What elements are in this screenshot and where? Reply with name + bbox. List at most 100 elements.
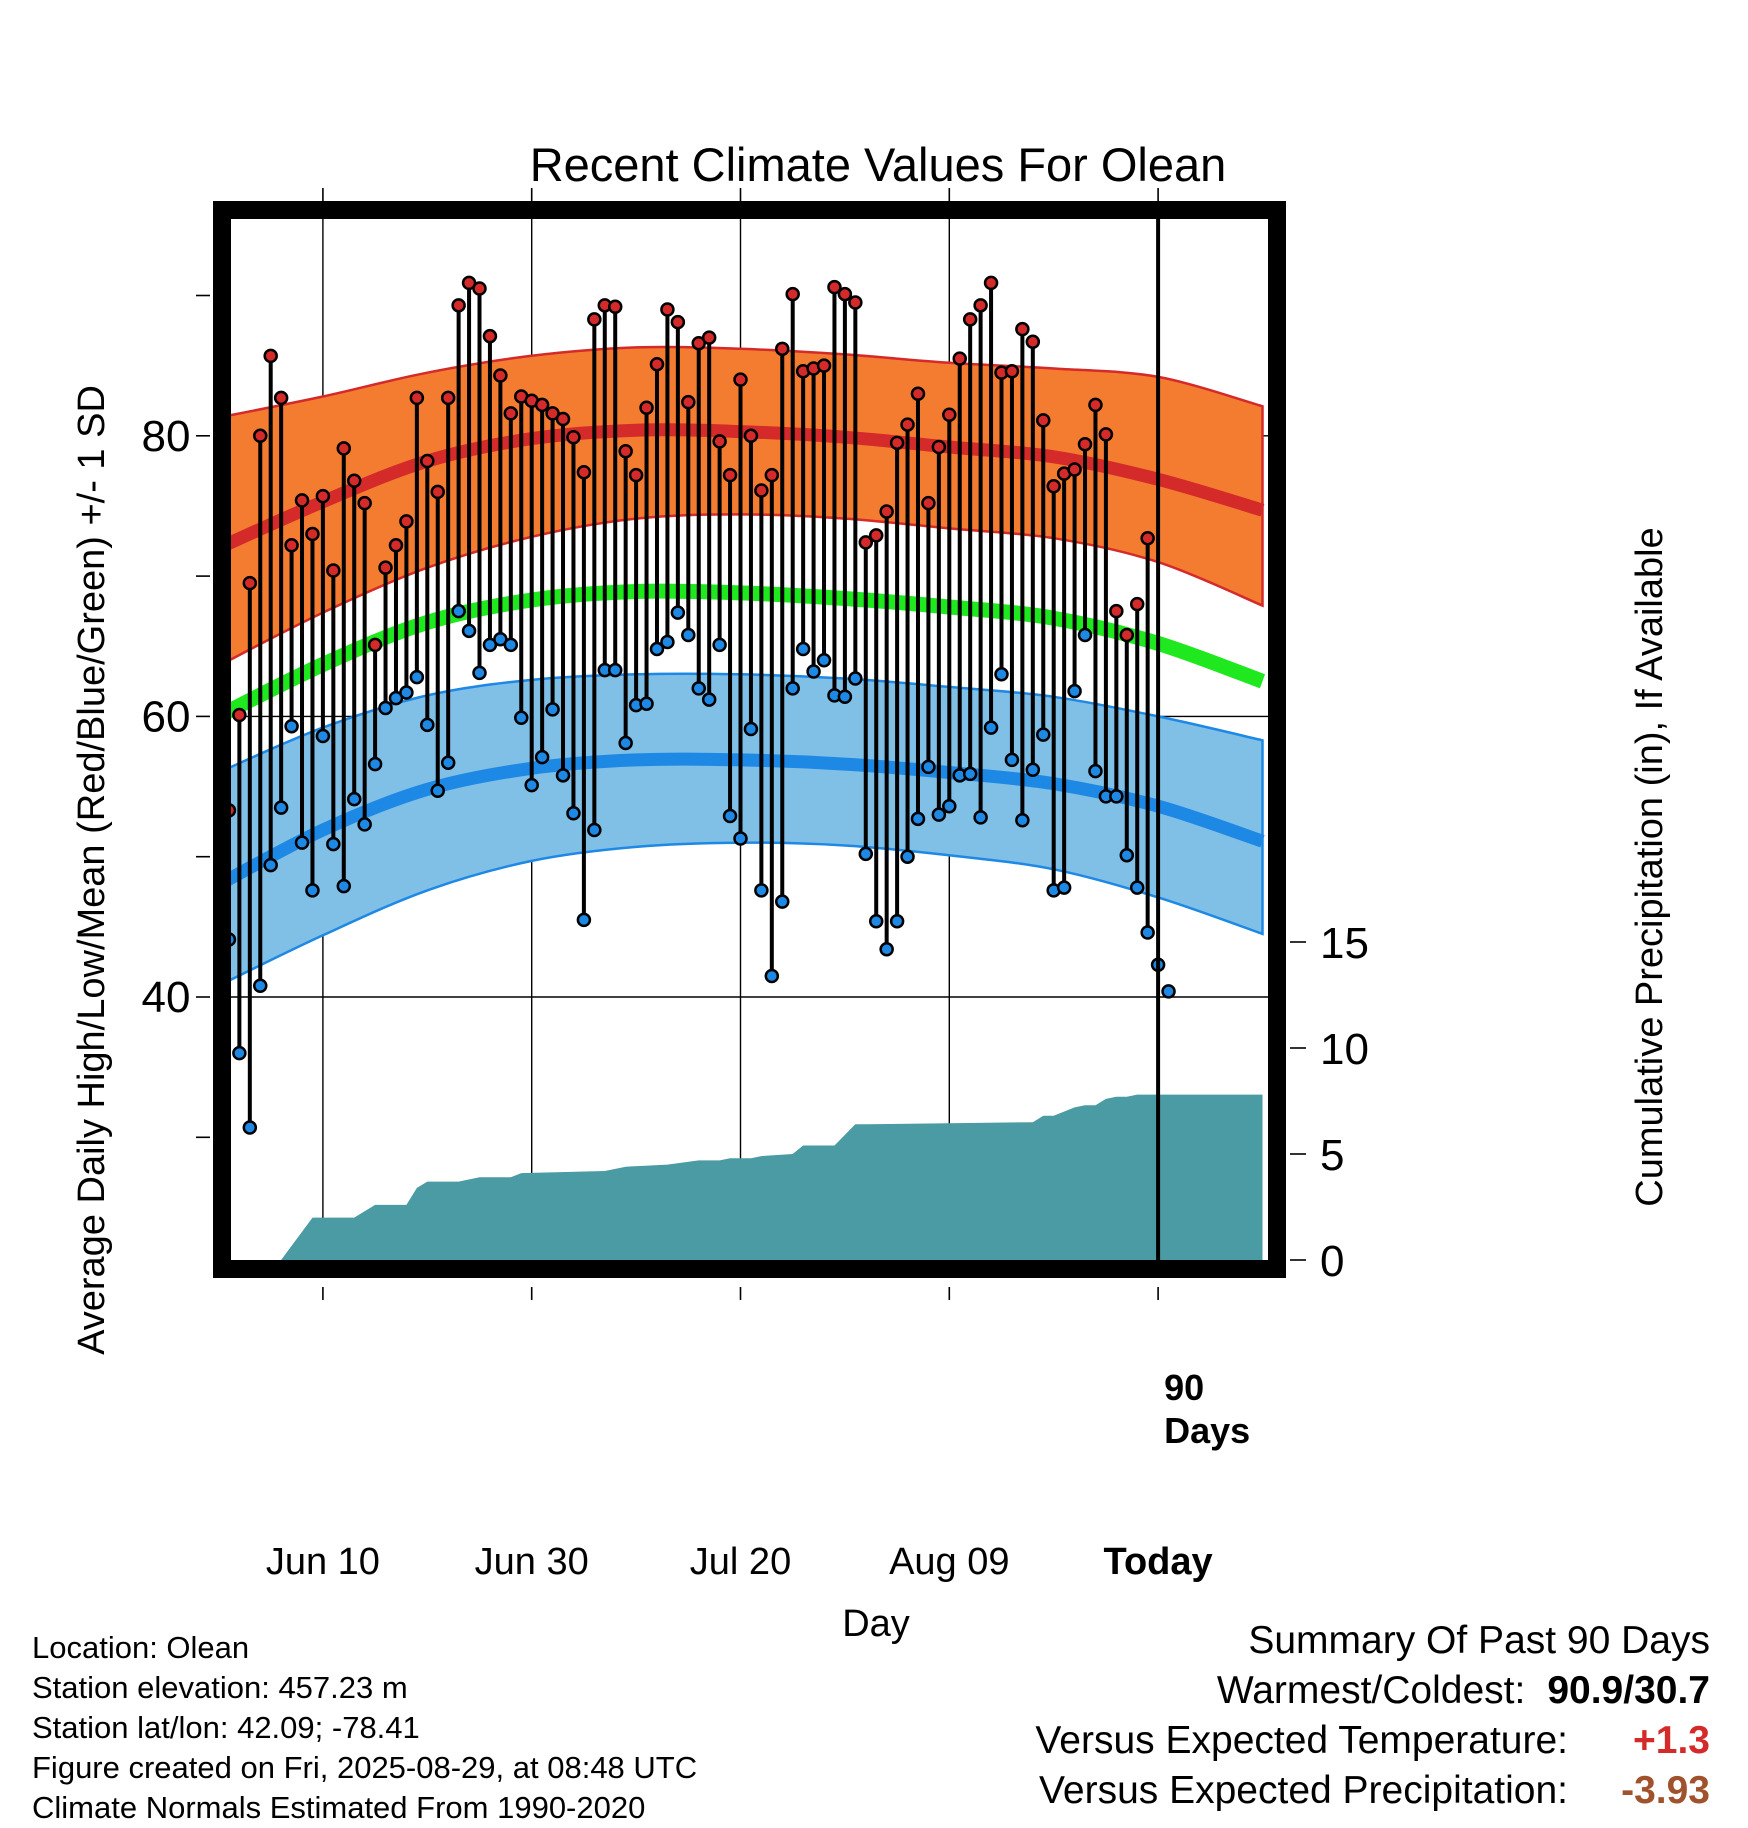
axes: Jun 10 Jun 30 Jul 20 Aug 09 Today 40 60 80 0 5 10 1…: [142, 188, 1369, 1583]
high-point: [910, 386, 926, 401]
low-point: [524, 777, 539, 793]
low-point: [1140, 925, 1155, 940]
low-point: [1088, 763, 1103, 779]
high-point: [733, 372, 748, 387]
low-point: [503, 637, 519, 653]
low-point: [534, 749, 550, 765]
high-point: [1109, 603, 1124, 619]
high-point: [305, 526, 320, 542]
low-point: [273, 800, 289, 815]
low-point: [879, 942, 894, 957]
normals-note: Climate Normals Estimated From 1990-2020: [32, 1790, 646, 1825]
low-point: [785, 681, 800, 696]
high-point: [253, 428, 268, 444]
low-point: [660, 634, 675, 650]
station-elevation: Station elevation: 457.23 m: [32, 1670, 408, 1705]
chart-title: Recent Climate Values For Olean: [530, 138, 1227, 191]
low-point: [994, 667, 1009, 682]
x-tick-label: Today: [1104, 1541, 1213, 1583]
high-point: [273, 390, 289, 406]
high-point: [1015, 321, 1030, 337]
precip-label: Versus Expected Precipitation:: [1039, 1769, 1568, 1812]
low-point: [1129, 880, 1145, 895]
low-point: [889, 913, 905, 929]
high-point: [576, 465, 592, 480]
high-point: [420, 453, 435, 469]
high-point: [1025, 334, 1041, 350]
low-point: [983, 720, 999, 735]
low-point: [1109, 789, 1124, 804]
y-tick-label: 60: [142, 692, 191, 741]
low-point: [607, 662, 623, 678]
low-point: [294, 835, 310, 850]
low-point: [357, 817, 372, 832]
station-latlon: Station lat/lon: 42.09; -78.41: [32, 1710, 420, 1745]
low-point: [232, 1045, 247, 1061]
low-point: [440, 755, 456, 770]
summary-panel: Summary Of Past 90 Days Warmest/Coldest:…: [1035, 1616, 1710, 1816]
high-point: [399, 514, 414, 529]
x-tick-label: Jul 20: [690, 1541, 791, 1583]
high-point: [743, 428, 759, 444]
high-point: [816, 358, 832, 373]
low-point: [1077, 627, 1093, 643]
low-point: [346, 791, 362, 807]
high-point: [1036, 413, 1051, 428]
precip-value: -3.93: [1621, 1769, 1710, 1812]
high-point: [1088, 397, 1103, 413]
temp-label: Versus Expected Temperature:: [1035, 1719, 1568, 1762]
high-point: [1067, 462, 1082, 477]
high-point: [775, 341, 790, 357]
low-point: [305, 883, 320, 898]
low-point: [461, 623, 477, 639]
low-point: [973, 810, 988, 825]
low-point: [545, 702, 560, 717]
y-tick-label: 40: [142, 973, 191, 1022]
low-point: [399, 685, 414, 700]
low-point: [315, 728, 331, 744]
low-point: [1015, 812, 1030, 828]
low-point: [242, 1120, 258, 1135]
high-point: [618, 443, 633, 459]
station-location: Location: Olean: [32, 1630, 250, 1665]
low-point: [942, 798, 957, 814]
low-point: [263, 857, 278, 873]
high-point: [336, 441, 352, 456]
low-point: [806, 664, 821, 679]
low-point: [649, 641, 665, 657]
precip-fill: [281, 1094, 1263, 1260]
low-point: [451, 603, 466, 619]
low-point: [555, 768, 571, 783]
y2-tick-label: 15: [1320, 919, 1369, 968]
high-point: [242, 575, 258, 591]
high-point: [587, 312, 602, 327]
high-point: [983, 275, 999, 291]
low-point: [900, 849, 915, 864]
high-point: [1077, 436, 1093, 452]
low-point: [722, 808, 738, 824]
low-point: [712, 637, 727, 653]
high-point: [670, 314, 686, 330]
low-point: [775, 894, 790, 909]
low-point: [420, 717, 435, 733]
high-point: [1140, 530, 1155, 546]
high-point: [566, 429, 581, 445]
high-point: [921, 495, 936, 511]
y-axis-label: Average Daily High/Low/Mean (Red/Blue/Gr…: [71, 385, 113, 1355]
y2-axis-label: Cumulative Precipitation (in), If Availa…: [1629, 527, 1671, 1206]
y2-tick-label: 0: [1320, 1237, 1344, 1286]
high-point: [827, 279, 842, 295]
low-point: [816, 653, 832, 668]
high-point: [879, 504, 894, 519]
high-point: [294, 493, 310, 508]
high-point: [440, 390, 456, 406]
low-point: [858, 846, 874, 862]
high-point: [628, 467, 644, 483]
x-tick-label: Jun 10: [266, 1541, 380, 1583]
low-point: [681, 627, 696, 643]
low-point: [566, 805, 581, 821]
high-point: [472, 281, 487, 296]
x-tick-label: Jun 30: [475, 1541, 589, 1583]
